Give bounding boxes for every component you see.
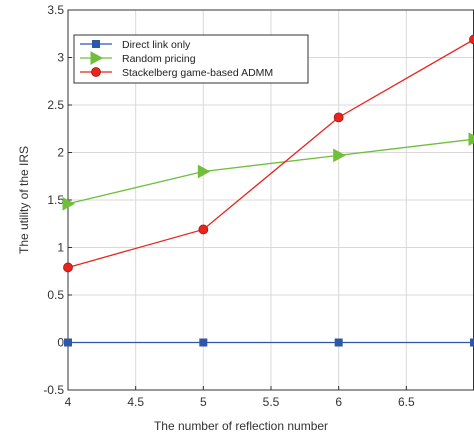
data-point bbox=[64, 338, 72, 347]
legend-marker bbox=[90, 51, 104, 65]
series-layer bbox=[62, 34, 474, 347]
data-point bbox=[333, 148, 346, 163]
y-tick-label: 0 bbox=[57, 336, 64, 350]
series-1 bbox=[62, 132, 474, 211]
data-point bbox=[199, 338, 208, 347]
data-point bbox=[468, 132, 474, 147]
legend-label: Direct link only bbox=[122, 39, 191, 51]
legend: Direct link only Random pricing Stackelber… bbox=[73, 34, 309, 84]
data-point bbox=[470, 338, 474, 347]
x-axis-label: The number of reflection number bbox=[154, 419, 328, 433]
y-tick-label: -0.5 bbox=[43, 383, 64, 397]
legend-entry: Direct link only bbox=[80, 39, 191, 51]
x-tick-label: 5.5 bbox=[263, 395, 280, 409]
y-tick-label: 1 bbox=[57, 241, 64, 255]
y-axis-ticks: -0.5 0 0.5 1 1.5 2 2.5 3 3.5 bbox=[43, 3, 72, 397]
x-tick-label: 6 bbox=[335, 395, 342, 409]
series-0 bbox=[64, 338, 474, 347]
legend-entry: Stackelberg game-based ADMM bbox=[80, 67, 273, 79]
legend-box bbox=[73, 34, 309, 84]
data-point bbox=[63, 262, 73, 273]
x-tick-label: 5 bbox=[200, 395, 207, 409]
legend-entry: Random pricing bbox=[80, 51, 196, 65]
y-tick-label: 1.5 bbox=[47, 193, 64, 207]
x-axis-ticks: 4 4.5 5 5.5 6 6.5 bbox=[65, 386, 415, 409]
data-point bbox=[62, 196, 76, 211]
y-tick-label: 0.5 bbox=[47, 288, 64, 302]
legend-marker bbox=[91, 67, 101, 77]
data-point bbox=[469, 34, 474, 45]
legend-label: Random pricing bbox=[122, 53, 196, 65]
legend-marker bbox=[92, 40, 100, 48]
y-tick-label: 3.5 bbox=[47, 3, 64, 17]
series-line bbox=[67, 38, 474, 269]
y-axis-label: The utility of the IRS bbox=[17, 146, 31, 254]
x-tick-label: 4.5 bbox=[127, 395, 144, 409]
data-point bbox=[197, 164, 211, 179]
data-point bbox=[334, 338, 343, 347]
series-line bbox=[67, 138, 474, 205]
data-point bbox=[333, 112, 344, 123]
y-tick-label: 2 bbox=[57, 146, 64, 160]
y-tick-label: 3 bbox=[57, 51, 64, 65]
data-point bbox=[198, 224, 209, 235]
x-tick-label: 4 bbox=[65, 395, 72, 409]
y-tick-label: 2.5 bbox=[47, 98, 64, 112]
x-tick-label: 6.5 bbox=[398, 395, 415, 409]
legend-label: Stackelberg game-based ADMM bbox=[122, 67, 273, 79]
series-2 bbox=[63, 34, 474, 273]
